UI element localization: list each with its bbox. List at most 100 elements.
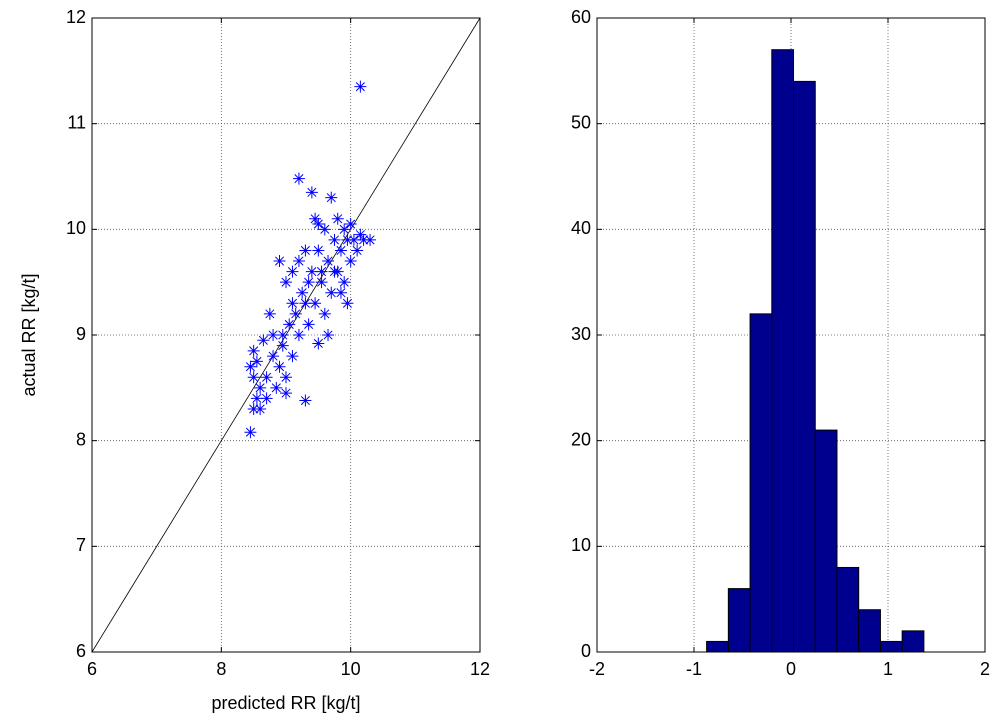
point — [325, 286, 338, 299]
point — [280, 371, 292, 384]
point — [309, 297, 322, 310]
point — [247, 371, 260, 384]
y-tick-label: 12 — [66, 7, 86, 27]
point — [347, 233, 360, 246]
x-tick-label: 2 — [980, 659, 990, 679]
point — [302, 276, 315, 289]
y-tick-label: 6 — [76, 641, 86, 661]
y-tick-label: 7 — [76, 535, 86, 555]
point — [254, 402, 267, 415]
y-tick-label: 8 — [76, 429, 86, 449]
point — [331, 212, 344, 225]
point — [276, 329, 289, 341]
point — [318, 307, 331, 320]
point — [280, 387, 292, 400]
point — [338, 276, 351, 289]
point — [312, 218, 325, 231]
point — [305, 265, 318, 278]
point — [354, 228, 367, 241]
axes-frame — [91, 17, 481, 653]
point — [325, 191, 338, 204]
point — [270, 381, 283, 394]
point — [273, 360, 286, 373]
point — [341, 297, 354, 310]
point — [299, 394, 312, 407]
point — [260, 371, 273, 384]
x-tick-label: 8 — [216, 659, 226, 679]
x-tick-label: -2 — [589, 659, 605, 679]
x-tick-label: 0 — [786, 659, 796, 679]
point — [299, 244, 312, 257]
point — [312, 337, 325, 350]
point — [257, 334, 270, 347]
point — [344, 255, 357, 268]
y-tick-label: 11 — [67, 112, 86, 132]
point — [292, 255, 305, 268]
y-tick-label: 50 — [571, 112, 591, 132]
y-tick-label: 0 — [581, 641, 591, 661]
point — [263, 307, 276, 320]
point — [344, 218, 357, 231]
point — [364, 233, 377, 246]
point — [312, 244, 325, 257]
point — [250, 355, 263, 368]
x-tick-label: 10 — [341, 659, 361, 679]
point — [299, 297, 312, 310]
bar — [858, 609, 881, 653]
point — [292, 329, 305, 341]
point — [267, 329, 280, 341]
bar — [814, 429, 838, 653]
point — [328, 233, 341, 246]
point — [302, 318, 315, 331]
point — [247, 344, 260, 357]
y-tick-label: 30 — [571, 324, 591, 344]
bar — [836, 566, 860, 653]
point — [244, 360, 257, 373]
point — [322, 329, 335, 341]
point — [338, 223, 351, 236]
point — [334, 286, 347, 299]
point — [315, 276, 328, 289]
point — [273, 255, 286, 268]
x-tick-label: 12 — [470, 659, 490, 679]
point — [315, 265, 328, 278]
point — [357, 233, 370, 246]
point — [260, 392, 273, 405]
y-tick-label: 60 — [571, 7, 591, 27]
point — [286, 297, 299, 310]
y-tick-label: 10 — [66, 218, 86, 238]
bar — [771, 49, 795, 653]
point — [250, 392, 263, 405]
point — [286, 350, 299, 363]
bar — [901, 630, 925, 653]
y-tick-label: 40 — [571, 218, 591, 238]
y-axis-label: actual RR [kg/t] — [19, 273, 39, 396]
point — [322, 255, 335, 268]
point — [318, 223, 331, 236]
y-tick-label: 9 — [76, 324, 86, 344]
y-tick-label: 20 — [571, 429, 591, 449]
point — [305, 186, 318, 199]
x-tick-label: -1 — [686, 659, 702, 679]
bar — [727, 588, 751, 653]
point — [296, 286, 309, 299]
x-tick-label: 6 — [87, 659, 97, 679]
point — [244, 426, 257, 439]
point — [334, 244, 347, 257]
point — [354, 80, 367, 93]
x-tick-label: 1 — [883, 659, 893, 679]
point — [283, 318, 296, 331]
bar — [749, 313, 773, 653]
point — [254, 381, 267, 394]
bar — [793, 80, 816, 653]
point — [341, 233, 354, 246]
point — [328, 265, 341, 278]
bar — [706, 640, 729, 653]
point — [280, 276, 292, 289]
point — [309, 212, 322, 225]
x-axis-label: predicted RR [kg/t] — [211, 693, 360, 713]
point — [351, 244, 364, 257]
point — [247, 402, 260, 415]
axes-frame — [596, 17, 986, 653]
